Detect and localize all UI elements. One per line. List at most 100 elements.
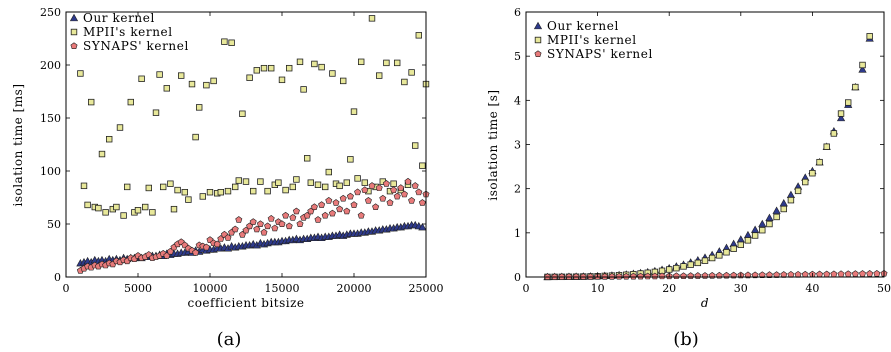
panel-a-series-1-point xyxy=(368,15,376,22)
panel-a-series-2-point xyxy=(354,188,362,196)
panel-b-series-2-point xyxy=(579,273,587,280)
panel-a-series-2-point xyxy=(411,182,419,189)
panel-b-series-1-point xyxy=(666,266,673,273)
panel-a-series-1-point xyxy=(188,80,196,88)
panel-b-series-1-point xyxy=(802,178,809,186)
panel-b-series-1-point xyxy=(787,196,795,204)
panel-b-series-2-point xyxy=(601,272,609,280)
panel-a-series-2-point xyxy=(404,177,412,185)
panel-a-series-2-point xyxy=(382,180,390,187)
panel-a-series-1-point xyxy=(152,109,160,116)
panel-a-series-2-point xyxy=(253,225,261,233)
panel-a-series-2-point xyxy=(328,209,336,217)
panel-a-series-1-point xyxy=(116,124,124,131)
panel-a-series-2-point xyxy=(390,186,398,194)
panel-a-series-2-point xyxy=(235,216,243,223)
panel-b-series-1-point xyxy=(809,170,816,177)
panel-a-series-1-point xyxy=(267,64,275,72)
panel-a-ytick-label: 150 xyxy=(40,112,61,125)
panel-a-series-1-point xyxy=(228,39,235,46)
panel-b-series-0-point xyxy=(751,225,760,233)
panel-a-series-1-point xyxy=(185,196,192,203)
panel-a-series-2-point xyxy=(361,186,369,194)
panel-b-series-2-point xyxy=(694,272,702,279)
panel-b-series-2-point xyxy=(637,272,645,280)
panel-b-series-1-point xyxy=(866,33,873,40)
panel-b-series-2-point xyxy=(851,270,859,277)
panel-a-series-1-point xyxy=(329,70,336,77)
panel-a-series-2-point xyxy=(325,197,333,204)
panel-a-series-1-point xyxy=(282,186,289,194)
panel-a-series-1-point xyxy=(106,135,113,143)
panel-a-series-1-point xyxy=(221,38,228,45)
panel-a-ticks: 0 5000 10000 15000 20000 25000 0 50 100 150 200 250 xyxy=(40,6,444,295)
panel-a-series-2-point xyxy=(318,201,326,208)
panel-b-legend-label-2: SYNAPS' kernel xyxy=(547,47,653,61)
panel-b-series-2-point xyxy=(644,272,652,280)
panel-a-series-1-point xyxy=(347,156,354,163)
panel-a-series-2-point xyxy=(264,222,272,230)
panel-a-series-1-point xyxy=(163,85,170,92)
panel-a-series-1-point xyxy=(260,64,268,72)
panel-a-series-1-point xyxy=(408,69,415,76)
panel-b-series-1-point xyxy=(759,226,766,234)
panel-b-series-1-point xyxy=(680,263,687,270)
panel-b-series-2-point xyxy=(672,272,680,280)
panel-b-ytick-label: 4 xyxy=(514,94,521,107)
panel-b-series-2-point xyxy=(765,271,773,278)
panel-b-series-1-point xyxy=(837,110,845,117)
panel-b-ytick-label: 0 xyxy=(514,271,521,284)
panel-a-series-1-point xyxy=(419,162,426,169)
panel-a-series-1-point xyxy=(120,212,127,219)
panel-a-series-2-point xyxy=(379,194,387,202)
panel-a-series-1-point xyxy=(393,59,401,67)
panel-a-legend-label-1: MPII's kernel xyxy=(83,25,173,39)
panel-a-caption: (a) xyxy=(217,329,242,350)
panel-a-series-2-point xyxy=(260,228,268,236)
panel-a-series-2-point xyxy=(289,213,297,221)
panel-a-series-1-point xyxy=(210,77,217,85)
panel-b-series-2-point xyxy=(680,272,688,280)
panel-a-series-1-point xyxy=(311,60,318,68)
panel-b-series-1 xyxy=(544,33,873,281)
panel-a-series-2-point xyxy=(346,192,354,200)
panel-b-series-2-point xyxy=(816,270,824,278)
panel-a-series-1-point xyxy=(149,209,156,216)
panel-a-series-2-point xyxy=(249,218,257,225)
panel-a-series-1-point xyxy=(361,179,368,186)
panel-b-series-2-point xyxy=(687,272,695,279)
panel-a-series-1-point xyxy=(383,59,390,67)
panel-b-series-1-point xyxy=(716,252,723,259)
panel-a-series-1-point xyxy=(95,204,102,212)
panel-b-ytick-label: 5 xyxy=(514,50,521,63)
panel-b-series-2-point xyxy=(586,273,594,280)
panel-a-series-1-point xyxy=(134,207,142,214)
panel-a-series-1-point xyxy=(401,78,408,86)
panel-a-series-1-point xyxy=(390,180,397,187)
panel-a-series-2-point xyxy=(332,199,340,206)
panel-b-ytick-label: 1 xyxy=(514,227,521,240)
panel-a-marks xyxy=(76,15,430,274)
panel-b-series-0-point xyxy=(743,230,753,239)
panel-b-xtick-label: 50 xyxy=(877,282,891,295)
panel-a-series-1-point xyxy=(336,182,343,190)
panel-b-series-2-point xyxy=(823,270,831,278)
panel-a-xlabel: coefficient bitsize xyxy=(187,296,304,310)
panel-a-series-1-point xyxy=(303,155,311,162)
panel-b-marks xyxy=(543,33,888,281)
panel-a-series-2-point xyxy=(213,240,221,248)
panel-b-series-2-point xyxy=(844,270,852,277)
panel-b-xtick-label: 0 xyxy=(523,282,530,295)
panel-a-series-2 xyxy=(76,177,430,274)
panel-b-series-1-point xyxy=(830,130,838,137)
panel-b-ytick-label: 3 xyxy=(514,139,521,152)
panel-a-series-1-point xyxy=(159,183,167,191)
panel-a-series-2-point xyxy=(372,203,380,211)
panel-a-frame xyxy=(65,11,427,278)
panel-a-series-2-point xyxy=(375,184,383,191)
panel-a-series-1-point xyxy=(231,183,239,191)
panel-a-legend-label-2: SYNAPS' kernel xyxy=(83,39,189,53)
panel-a-series-2-point xyxy=(357,211,365,219)
panel-b-series-1-point xyxy=(852,83,859,91)
